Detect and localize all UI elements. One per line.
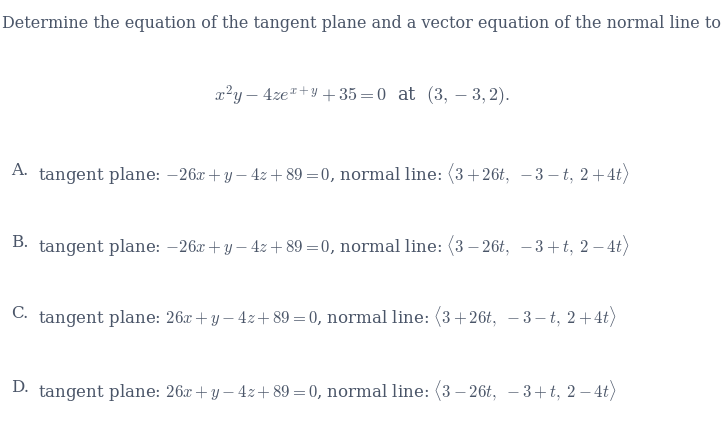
Text: C.: C. [11,305,28,322]
Text: tangent plane: $-26x + y - 4z + 89 = 0$, normal line: $\langle 3 - 26t,\; -3 + t: tangent plane: $-26x + y - 4z + 89 = 0$,… [38,234,630,259]
Text: tangent plane: $26x + y - 4z + 89 = 0$, normal line: $\langle 3 - 26t,\; -3 + t,: tangent plane: $26x + y - 4z + 89 = 0$, … [38,379,617,404]
Text: A.: A. [11,162,28,179]
Text: D.: D. [11,379,29,396]
Text: tangent plane: $-26x + y - 4z + 89 = 0$, normal line: $\langle 3 + 26t,\; -3 - t: tangent plane: $-26x + y - 4z + 89 = 0$,… [38,162,630,187]
Text: tangent plane: $26x + y - 4z + 89 = 0$, normal line: $\langle 3 + 26t,\; -3 - t,: tangent plane: $26x + y - 4z + 89 = 0$, … [38,305,617,330]
Text: B.: B. [11,234,28,250]
Text: Determine the equation of the tangent plane and a vector equation of the normal : Determine the equation of the tangent pl… [2,15,721,32]
Text: $x^2y - 4ze^{x+y} + 35 = 0$  at  $(3, -3, 2).$: $x^2y - 4ze^{x+y} + 35 = 0$ at $(3, -3, … [213,84,510,109]
